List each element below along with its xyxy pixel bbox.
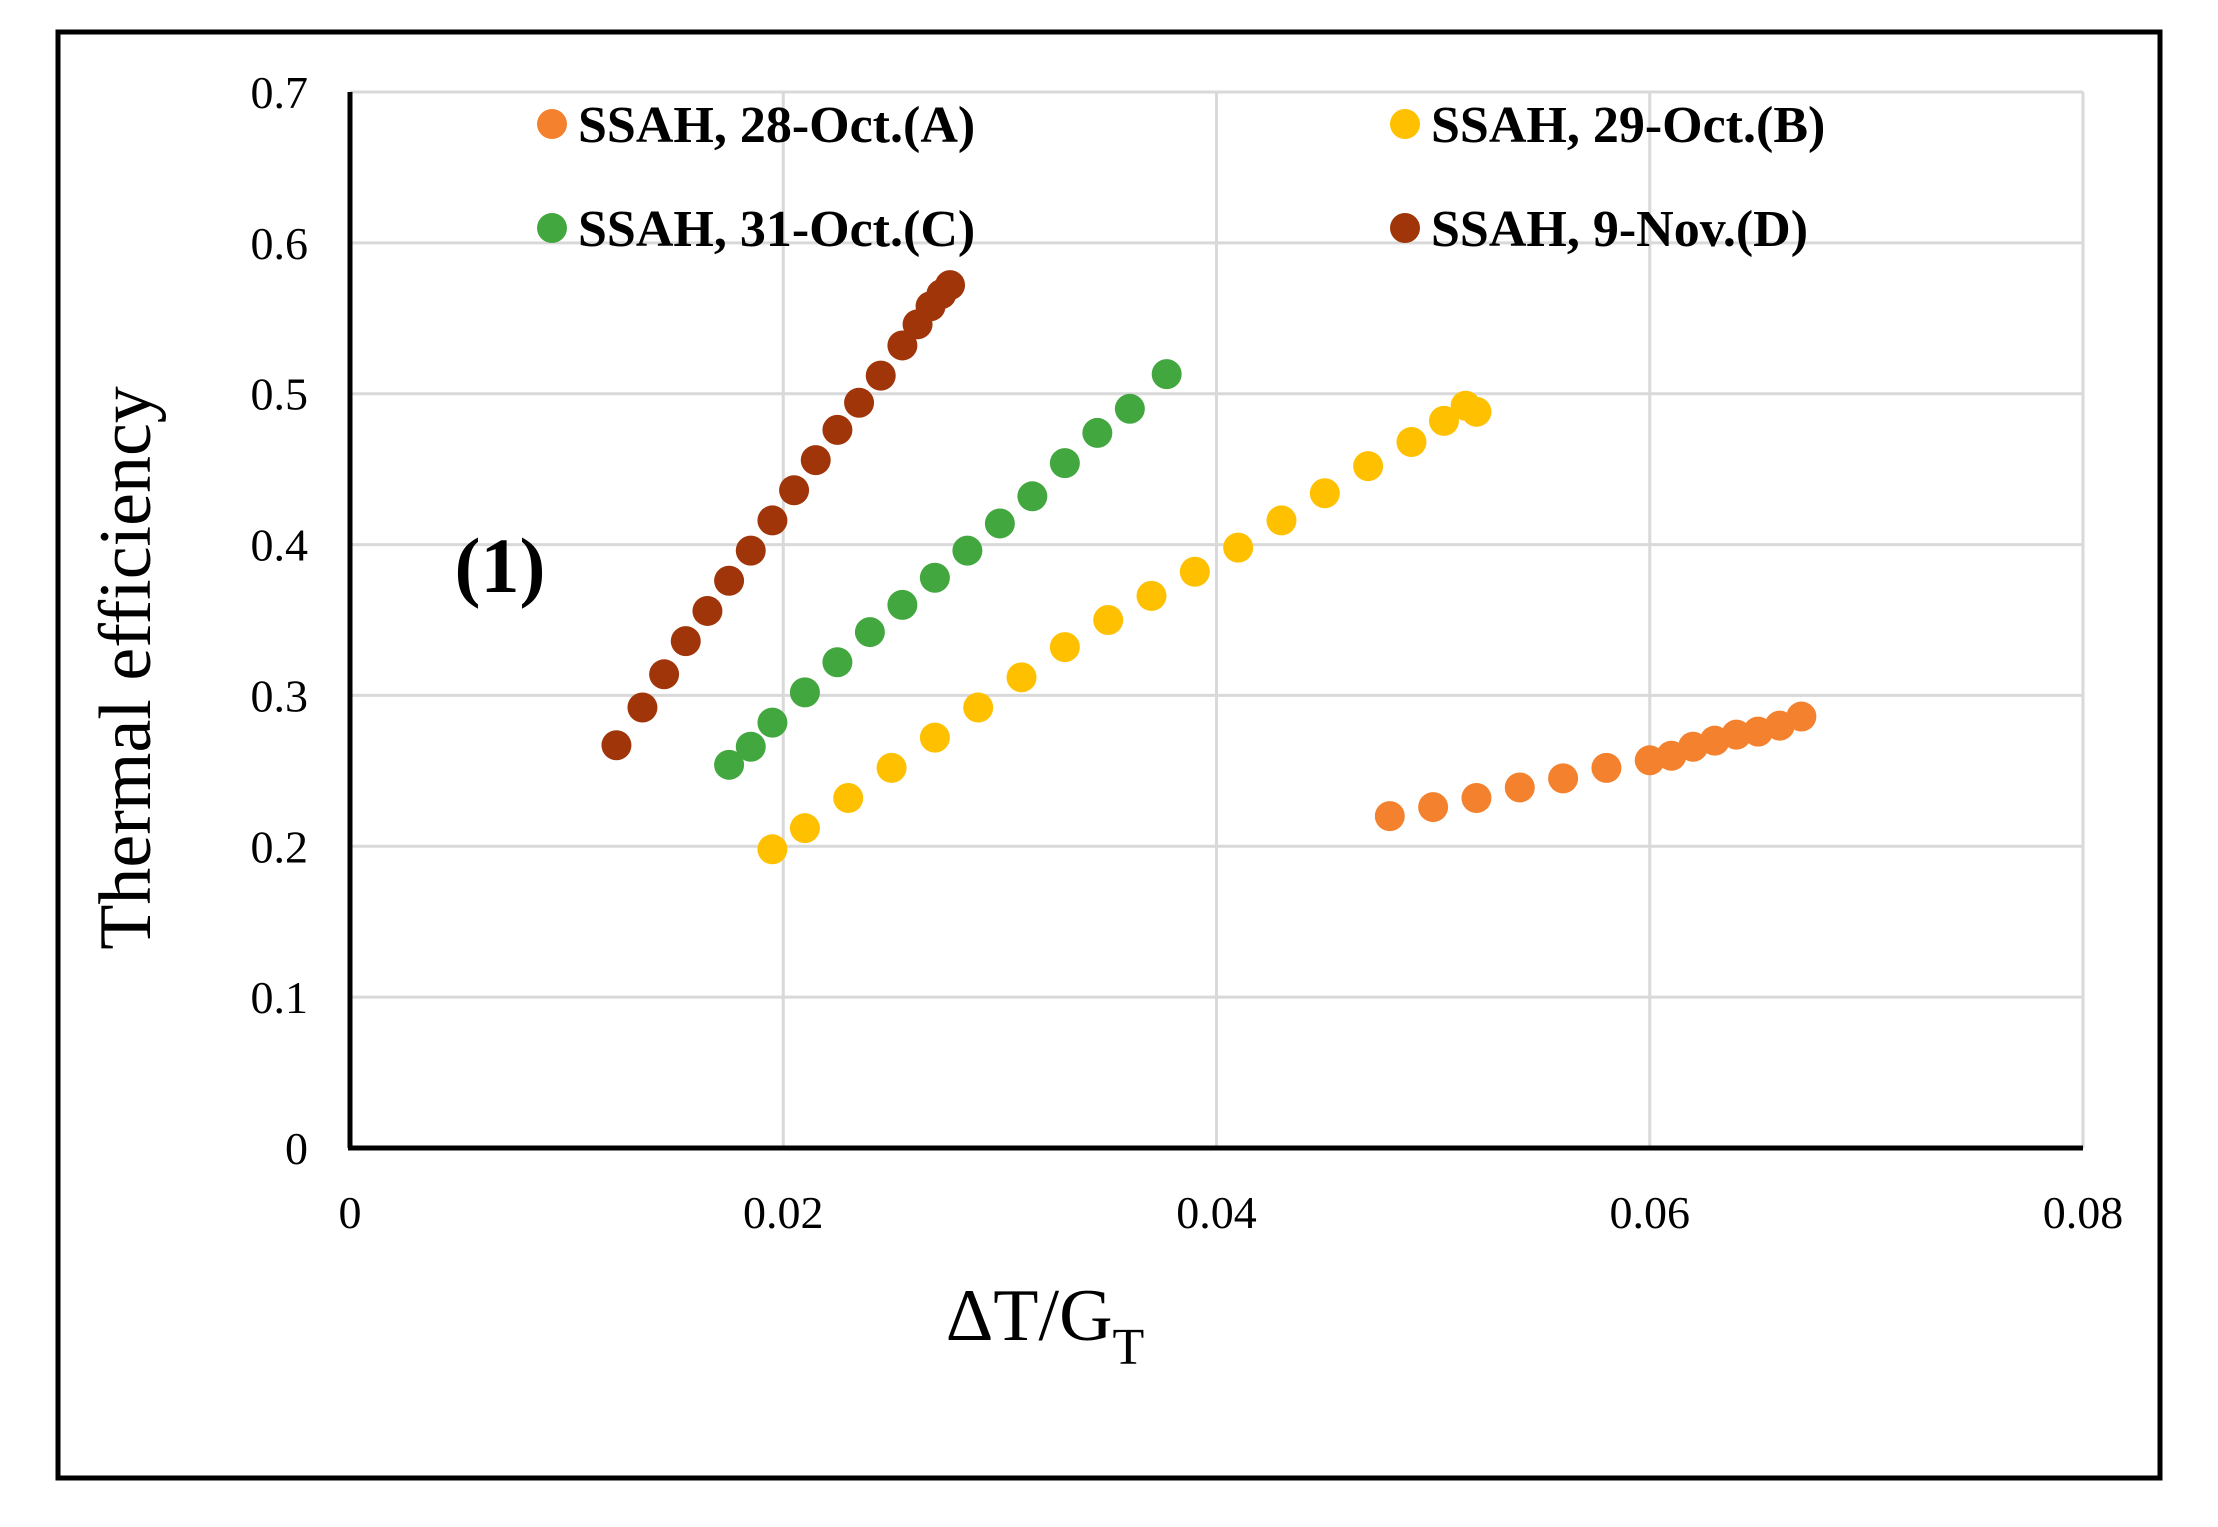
data-point [822,647,853,678]
data-point [757,707,788,738]
data-point [627,692,658,723]
data-point [1461,396,1492,427]
data-point [952,535,983,566]
data-point [714,749,745,780]
x-tick-label: 0 [339,1187,362,1238]
data-point [1266,505,1297,536]
data-point [833,783,864,814]
data-point [876,752,907,783]
data-point [779,475,810,506]
data-point [1504,772,1535,803]
data-point [1353,451,1384,482]
y-tick-label: 0.1 [251,972,309,1023]
data-point [1082,417,1113,448]
y-tick-label: 0.7 [251,67,309,118]
data-point [649,659,680,690]
legend-label: SSAH, 9-Nov.(D) [1431,201,1808,258]
data-point [1049,448,1080,479]
x-tick-label: 0.06 [1610,1187,1691,1238]
data-point [844,387,875,418]
series-group [1374,701,1817,832]
data-point [1223,532,1254,563]
tick-labels: 0 0.1 0.2 0.3 0.4 0.5 0.6 0.7 0 0.02 0.04 0.06 0.08 [251,67,2124,1238]
y-tick-label: 0.6 [251,218,309,269]
data-point [1179,556,1210,587]
data-point [670,626,701,657]
data-point [1374,801,1405,832]
x-tick-label: 0.08 [2043,1187,2124,1238]
data-point [887,330,918,361]
legend-label: SSAH, 29-Oct.(B) [1431,97,1825,154]
x-axis-title-main: ΔT/G [946,1275,1113,1357]
data-point [1093,605,1124,635]
y-tick-label: 0.2 [251,821,309,872]
data-point [735,535,766,566]
data-point [984,508,1015,539]
data-point [692,595,723,626]
y-tick-label: 0.3 [251,670,309,721]
series-group [714,359,1182,780]
data-point [1049,632,1080,663]
y-tick-label: 0.4 [251,520,309,571]
legend-marker [537,213,567,243]
data-point [800,445,831,476]
data-point [865,360,896,391]
data-point [1428,405,1459,436]
chart-frame [55,29,2163,1481]
axes [347,92,2083,1151]
legend-label: SSAH, 28-Oct.(A) [578,97,975,154]
legend-marker [537,109,567,139]
data-point [789,813,820,844]
data-point [1309,478,1340,509]
data-point [1151,359,1182,390]
data-point [1786,701,1817,732]
data-point [1114,393,1145,424]
data-points [601,270,1817,865]
x-axis-title: ΔT/GT [946,1275,1145,1376]
y-tick-label: 0 [285,1123,308,1174]
data-point [789,677,820,708]
legend-marker [1390,213,1420,243]
data-point [757,834,788,865]
legend-label: SSAH, 31-Oct.(C) [578,201,975,258]
data-point [1548,763,1579,794]
legend-marker [1390,109,1420,139]
data-point [1591,752,1622,783]
data-point [887,589,918,620]
data-point [935,270,966,301]
legend: SSAH, 28-Oct.(A) SSAH, 29-Oct.(B) SSAH, 31… [537,97,1825,258]
data-point [919,722,950,753]
data-point [1017,481,1048,512]
y-axis-title: Thermal efficiency [85,386,167,950]
data-point [735,731,766,762]
y-tick-label: 0.5 [251,369,309,420]
data-point [963,692,994,723]
data-point [1136,580,1167,611]
x-tick-label: 0.04 [1176,1187,1257,1238]
data-point [714,565,745,596]
data-point [1418,792,1449,823]
data-point [919,562,950,593]
x-axis-title-subscript: T [1113,1319,1145,1376]
panel-label: (1) [455,522,546,609]
series-group [601,270,966,761]
data-point [822,414,853,445]
data-point [1006,662,1037,693]
data-point [601,730,632,761]
data-point [1461,783,1492,814]
data-point [757,505,788,536]
data-point [1396,426,1427,457]
series-group [757,390,1492,865]
x-tick-label: 0.02 [743,1187,824,1238]
data-point [854,617,885,648]
